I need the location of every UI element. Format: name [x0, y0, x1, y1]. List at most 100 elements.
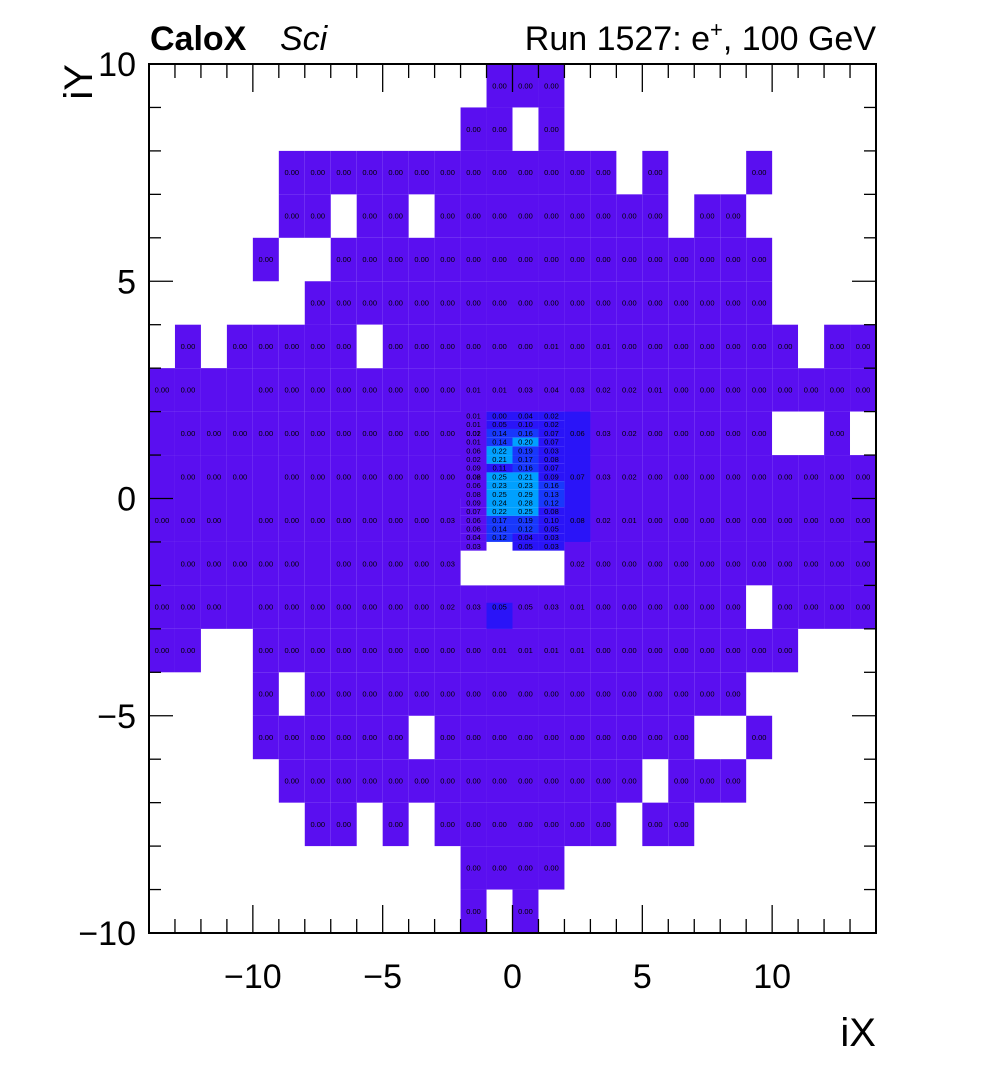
heatmap-cell: [252, 628, 279, 673]
cell-value-label: 0.00: [310, 646, 325, 655]
cell-value-label: 0.00: [570, 820, 585, 829]
heatmap-cell: [746, 715, 773, 760]
cell-value-label: 0.00: [674, 429, 689, 438]
cell-value-label: 0.00: [466, 820, 481, 829]
heatmap-cell: [590, 194, 617, 238]
cell-value-label: 0.00: [518, 777, 533, 786]
heatmap-cell: [486, 150, 513, 195]
heatmap-core-cell: [486, 420, 513, 429]
heatmap-cell: [252, 585, 279, 629]
heatmap-cell: [149, 541, 175, 586]
heatmap-core-cell: [538, 481, 565, 490]
cell-value-label: 0.00: [492, 299, 507, 308]
heatmap-cell: [252, 715, 279, 760]
heatmap-cell: [590, 541, 617, 586]
heatmap-cell: [434, 628, 461, 673]
heatmap-cell: [356, 150, 383, 195]
cell-value-label: 0.00: [648, 516, 663, 525]
heatmap-cell: [434, 715, 461, 760]
cell-value-label: 0.00: [752, 342, 767, 351]
heatmap-cell: [460, 846, 487, 890]
heatmap-core-cell: [460, 515, 487, 525]
heatmap-core-cell: [486, 515, 513, 525]
heatmap-cell: [149, 628, 175, 673]
cell-value-label: 0.00: [284, 516, 299, 525]
heatmap-cell: [772, 455, 799, 499]
heatmap-cell: [512, 889, 539, 933]
heatmap-cell: [382, 237, 409, 282]
heatmap-core-cell: [460, 533, 487, 542]
heatmap-cell: [278, 150, 305, 195]
y-tick-label: −5: [97, 698, 136, 736]
heatmap-core-cell: [538, 428, 565, 438]
heatmap-cell: [642, 455, 669, 499]
heatmap-cell: [356, 715, 383, 760]
cell-value-label: 0.00: [570, 212, 585, 221]
heatmap-cell: [382, 802, 409, 847]
heatmap-cell: [642, 281, 669, 325]
cell-value-label: 0.00: [622, 299, 637, 308]
cell-value-label: 0.01: [622, 516, 637, 525]
heatmap-cell: [330, 672, 357, 716]
heatmap-cell: [382, 194, 409, 238]
heatmap-cell: [746, 498, 773, 542]
heatmap-cell: [174, 324, 201, 369]
heatmap-cell: [252, 368, 279, 412]
heatmap-cell: [434, 411, 461, 456]
cell-value-label: 0.00: [674, 342, 689, 351]
x-tick-label: 5: [633, 958, 652, 996]
heatmap-core-cell: [486, 489, 513, 499]
heatmap-cell: [304, 324, 331, 369]
cell-value-label: 0.02: [622, 429, 637, 438]
heatmap-core-cell: [512, 472, 539, 482]
cell-value-label: 0.00: [700, 212, 715, 221]
cell-value-label: 0.00: [492, 733, 507, 742]
heatmap-cell: [642, 628, 669, 673]
cell-value-label: 0.12: [492, 533, 507, 542]
cell-value-label: 0.00: [233, 472, 248, 481]
heatmap-cell: [616, 237, 643, 282]
cell-value-label: 0.00: [259, 516, 274, 525]
heatmap-cell: [824, 411, 851, 456]
heatmap-cell: [382, 759, 409, 803]
cell-value-label: 0.01: [544, 342, 559, 351]
cell-value-label: 0.00: [570, 255, 585, 264]
heatmap-cell: [720, 759, 747, 803]
cell-value-label: 0.00: [622, 690, 637, 699]
heatmap-cell: [616, 324, 643, 369]
heatmap-core-cell: [486, 472, 513, 482]
heatmap-cell: [460, 324, 487, 369]
cell-value-label: 0.00: [726, 646, 741, 655]
heatmap-core-cell: [538, 437, 565, 447]
cell-value-label: 0.23: [518, 481, 533, 490]
heatmap-cell: [304, 628, 331, 673]
cell-value-label: 0.00: [362, 168, 377, 177]
cell-value-label: 0.00: [336, 777, 351, 786]
heatmap-cell: [382, 368, 409, 412]
heatmap-cell: [252, 455, 279, 499]
heatmap-cell: [356, 759, 383, 803]
cell-value-label: 0.00: [544, 863, 559, 872]
heatmap-cell: [538, 802, 565, 847]
heatmap-cell: [382, 715, 409, 760]
cell-value-label: 0.00: [596, 168, 611, 177]
cell-value-label: 0.00: [570, 342, 585, 351]
cell-value-label: 0.00: [622, 559, 637, 568]
cell-value-label: 0.00: [622, 255, 637, 264]
cell-value-label: 0.00: [362, 429, 377, 438]
heatmap-cell: [174, 455, 201, 499]
heatmap-cell: [330, 628, 357, 673]
heatmap-cell: [408, 585, 435, 629]
heatmap-cell: [512, 324, 539, 369]
cell-value-label: 0.00: [466, 777, 481, 786]
cell-value-label: 0.00: [726, 385, 741, 394]
cell-value-label: 0.00: [700, 472, 715, 481]
heatmap-cell: [356, 672, 383, 716]
cell-value-label: 0.00: [648, 733, 663, 742]
cell-value-label: 0.00: [310, 603, 325, 612]
cell-value-label: 0.04: [466, 533, 481, 542]
heatmap-cell: [746, 541, 773, 586]
cell-value-label: 0.00: [752, 733, 767, 742]
cell-value-label: 0.00: [336, 516, 351, 525]
heatmap-cell: [824, 324, 851, 369]
